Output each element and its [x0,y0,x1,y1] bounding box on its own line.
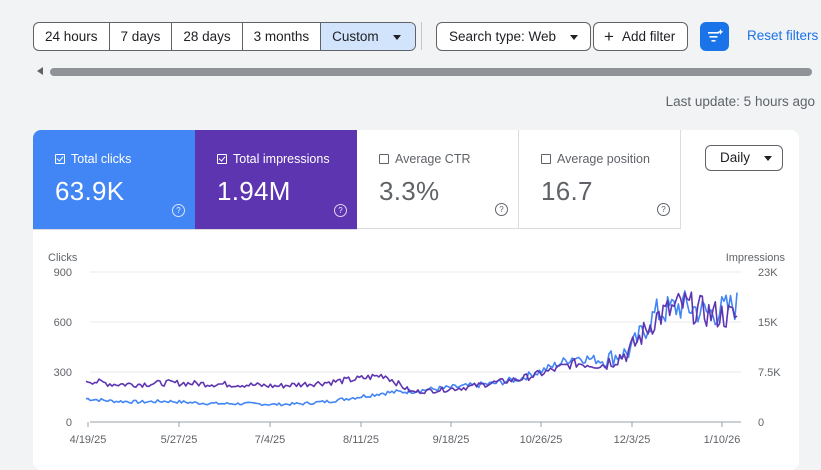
x-tick-label: 5/27/25 [161,434,198,446]
scroll-left-arrow[interactable] [37,67,43,75]
metric-value: 63.9K [55,176,125,206]
range-3-months[interactable]: 3 months [243,23,322,50]
metric-total-clicks[interactable]: Total clicks 63.9K ? [33,130,195,229]
filter-sparkle-icon [708,29,724,42]
checkbox-checked-icon[interactable] [55,154,65,164]
x-tick-label: 9/18/25 [433,434,470,446]
y-tick-label: 900 [54,267,72,279]
metric-label: Average position [557,152,650,166]
toolbar-divider [421,22,422,50]
help-icon[interactable]: ? [657,203,670,216]
metric-total-impressions[interactable]: Total impressions 1.94M ? [195,130,357,229]
metric-value: 3.3% [379,176,440,206]
y2-tick-label: 7.5K [758,367,781,379]
x-tick-label: 8/11/25 [343,434,379,446]
series-line-impressions [85,291,738,395]
checkbox-unchecked-icon[interactable] [541,154,551,164]
chevron-down-icon [764,155,773,161]
metric-label: Total impressions [233,152,330,166]
range-7-days[interactable]: 7 days [110,23,173,50]
performance-chart: 0 0 300 7.5K 600 15K 900 23K Clicks Impressions 4/… [48,252,786,446]
range-custom-label: Custom [332,29,379,44]
metric-average-position[interactable]: Average position 16.7 ? [519,130,681,229]
metric-value: 16.7 [541,176,593,206]
last-update-text: Last update: 5 hours ago [665,94,815,109]
y-axis-title: Clicks [48,252,78,264]
help-icon[interactable]: ? [334,204,347,217]
granularity-dropdown[interactable]: Daily [705,145,783,171]
y-tick-label: 0 [66,417,72,429]
y-tick-label: 300 [54,367,72,379]
y-tick-label: 600 [54,317,72,329]
y2-tick-label: 15K [758,317,778,329]
range-24-hours[interactable]: 24 hours [34,23,110,50]
add-filter-button[interactable]: + Add filter [593,22,689,51]
add-filter-label: Add filter [621,29,676,44]
granularity-label: Daily [720,150,751,165]
filter-options-button[interactable] [700,22,729,51]
horizontal-scrollbar[interactable] [50,68,812,76]
chevron-down-icon [570,34,579,40]
y2-axis-title: Impressions [726,252,786,264]
range-28-days[interactable]: 28 days [172,23,243,50]
metric-label: Total clicks [71,152,132,166]
metric-value: 1.94M [217,176,291,206]
performance-card: Total clicks 63.9K ? Total impressions 1… [33,130,799,470]
series-line-clicks [85,290,738,407]
checkbox-unchecked-icon[interactable] [379,154,389,164]
search-type-dropdown[interactable]: Search type: Web [436,22,592,51]
date-range-group: 24 hours 7 days 28 days 3 months Custom [33,22,416,51]
plus-icon: + [604,27,614,46]
x-tick-label: 10/26/25 [520,434,563,446]
y2-tick-label: 23K [758,267,778,279]
help-icon[interactable]: ? [495,203,508,216]
chevron-down-icon [392,34,401,40]
y2-tick-label: 0 [758,417,764,429]
metric-average-ctr[interactable]: Average CTR 3.3% ? [357,130,519,229]
x-tick-label: 7/4/25 [255,434,286,446]
metric-label: Average CTR [395,152,471,166]
search-type-label: Search type: Web [449,29,557,44]
metric-divider [33,229,357,230]
x-tick-label: 12/3/25 [614,434,651,446]
x-tick-label: 1/10/26 [704,434,741,446]
checkbox-checked-icon[interactable] [217,154,227,164]
x-tick-label: 4/19/25 [70,434,107,446]
reset-filters-link[interactable]: Reset filters [747,28,819,43]
help-icon[interactable]: ? [172,204,185,217]
filter-toolbar: 24 hours 7 days 28 days 3 months Custom … [0,0,821,60]
range-custom[interactable]: Custom [321,23,415,50]
